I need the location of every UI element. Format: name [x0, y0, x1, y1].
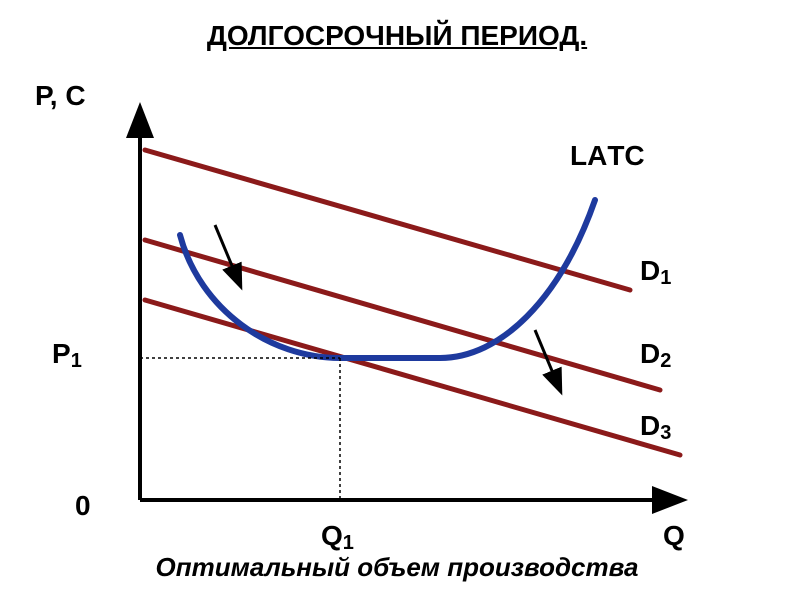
origin-label: 0 [75, 490, 91, 522]
chart-subtitle: Оптимальный объем производства [0, 552, 794, 583]
chart-area [40, 80, 754, 540]
q1-text: Q [321, 520, 343, 551]
d1-label: D1 [640, 255, 671, 287]
d2-sub: 2 [660, 350, 671, 372]
chart-svg [40, 80, 754, 540]
q-label: Q [663, 520, 685, 552]
p1-sub: 1 [71, 350, 82, 372]
d2-label: D2 [640, 338, 671, 370]
d3-text: D [640, 410, 660, 441]
d3-label: D3 [640, 410, 671, 442]
d3-sub: 3 [660, 422, 671, 444]
p1-label: Р1 [52, 338, 82, 370]
latc-label: LAТС [570, 140, 645, 172]
chart-title: ДОЛГОСРОЧНЫЙ ПЕРИОД. [0, 20, 794, 52]
d1-text: D [640, 255, 660, 286]
d2-text: D [640, 338, 660, 369]
y-axis-label: Р, С [35, 80, 86, 112]
d1-sub: 1 [660, 267, 671, 289]
q1-sub: 1 [343, 532, 354, 554]
q1-label: Q1 [321, 520, 354, 552]
p1-text: Р [52, 338, 71, 369]
